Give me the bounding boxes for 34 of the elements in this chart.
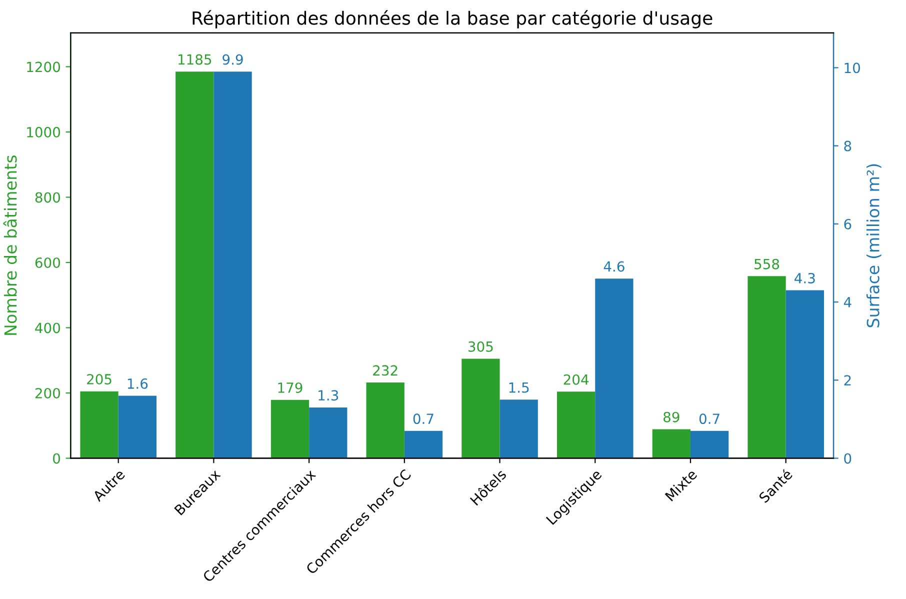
data-label: 1.3 xyxy=(318,390,338,401)
data-label: 204 xyxy=(564,374,589,385)
data-label: 0.7 xyxy=(699,414,720,424)
bar xyxy=(595,278,634,458)
data-label: 4.3 xyxy=(794,272,815,284)
bar xyxy=(366,382,404,458)
y2-tick-label: 2 xyxy=(844,375,851,386)
data-label: 558 xyxy=(754,258,780,270)
y2-tick-label: 10 xyxy=(844,62,860,74)
data-label: 305 xyxy=(468,341,493,352)
y-tick-label: 1000 xyxy=(27,126,60,138)
y-tick-label: 800 xyxy=(35,192,60,203)
data-label: 205 xyxy=(87,374,112,384)
y-tick-label: 0 xyxy=(53,453,60,464)
y-tick-label: 1200 xyxy=(27,62,60,72)
chart-title: Répartition des données de la base par catégorie d'usage xyxy=(192,10,712,28)
data-label: 232 xyxy=(373,365,398,376)
data-label: 179 xyxy=(278,382,302,393)
y-tick-label: 600 xyxy=(35,257,60,268)
data-label: 9.9 xyxy=(222,54,243,65)
y-tick-label: 200 xyxy=(35,388,60,398)
y-axis-title: Nombre de bâtiments xyxy=(3,155,17,335)
data-label: 89 xyxy=(664,412,680,422)
data-label: 4.6 xyxy=(604,261,624,272)
data-label: 1.6 xyxy=(128,378,148,389)
data-label: 0.7 xyxy=(413,414,434,424)
y2-axis-title: Surface (million m²) xyxy=(866,164,882,328)
y2-tick-label: 0 xyxy=(844,453,852,464)
data-label: 1185 xyxy=(178,54,212,65)
data-label: 1.5 xyxy=(509,382,529,393)
y2-tick-label: 4 xyxy=(844,297,852,308)
y2-tick-label: 6 xyxy=(844,218,852,230)
y2-tick-label: 8 xyxy=(844,140,852,152)
y-tick-label: 400 xyxy=(35,322,60,334)
